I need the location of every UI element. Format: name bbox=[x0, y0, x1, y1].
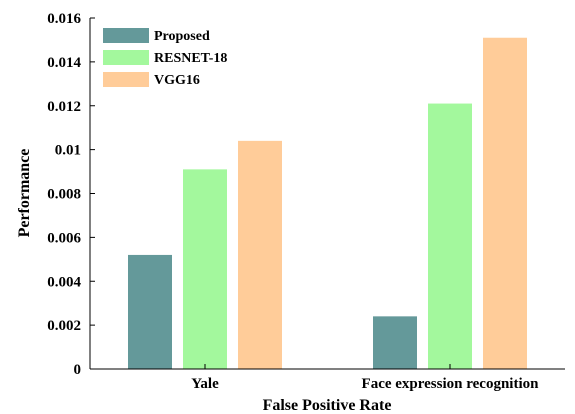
y-tick-label: 0.004 bbox=[47, 274, 81, 290]
y-axis-title: Performance bbox=[16, 149, 33, 238]
bar-resnet-18-1 bbox=[428, 103, 472, 370]
x-tick-label: Yale bbox=[191, 376, 219, 392]
legend: Proposed RESNET-18 VGG16 bbox=[103, 28, 227, 88]
y-tick-label: 0.016 bbox=[47, 11, 81, 27]
bar-vgg16-0 bbox=[238, 140, 282, 369]
y-tick-label: 0.014 bbox=[47, 55, 81, 71]
legend-label: Proposed bbox=[154, 29, 210, 44]
y-tick-label: 0 bbox=[74, 362, 82, 378]
legend-label: RESNET-18 bbox=[154, 51, 227, 66]
bar-resnet-18-0 bbox=[183, 169, 227, 369]
x-ticks-group: Yale Face expression recognition bbox=[191, 364, 539, 392]
x-axis-title: False Positive Rate bbox=[263, 397, 392, 414]
bar-proposed-0 bbox=[128, 254, 172, 369]
bar-vgg16-1 bbox=[483, 37, 527, 370]
y-tick-label: 0.012 bbox=[47, 99, 81, 115]
legend-swatch-resnet-18 bbox=[103, 50, 149, 65]
bar-proposed-1 bbox=[373, 316, 417, 369]
y-tick-label: 0.008 bbox=[47, 187, 81, 203]
y-tick-label: 0.01 bbox=[55, 143, 81, 159]
bars-group bbox=[128, 37, 527, 370]
x-tick-label: Face expression recognition bbox=[362, 376, 540, 392]
legend-swatch-vgg16 bbox=[103, 72, 149, 87]
y-ticks-group: 0 0.002 0.004 0.006 0.008 0.01 0.012 0.014 0.016 bbox=[47, 11, 95, 378]
legend-swatch-proposed bbox=[103, 28, 149, 43]
legend-label: VGG16 bbox=[154, 73, 200, 88]
y-tick-label: 0.002 bbox=[47, 318, 81, 334]
y-tick-label: 0.006 bbox=[47, 230, 81, 246]
